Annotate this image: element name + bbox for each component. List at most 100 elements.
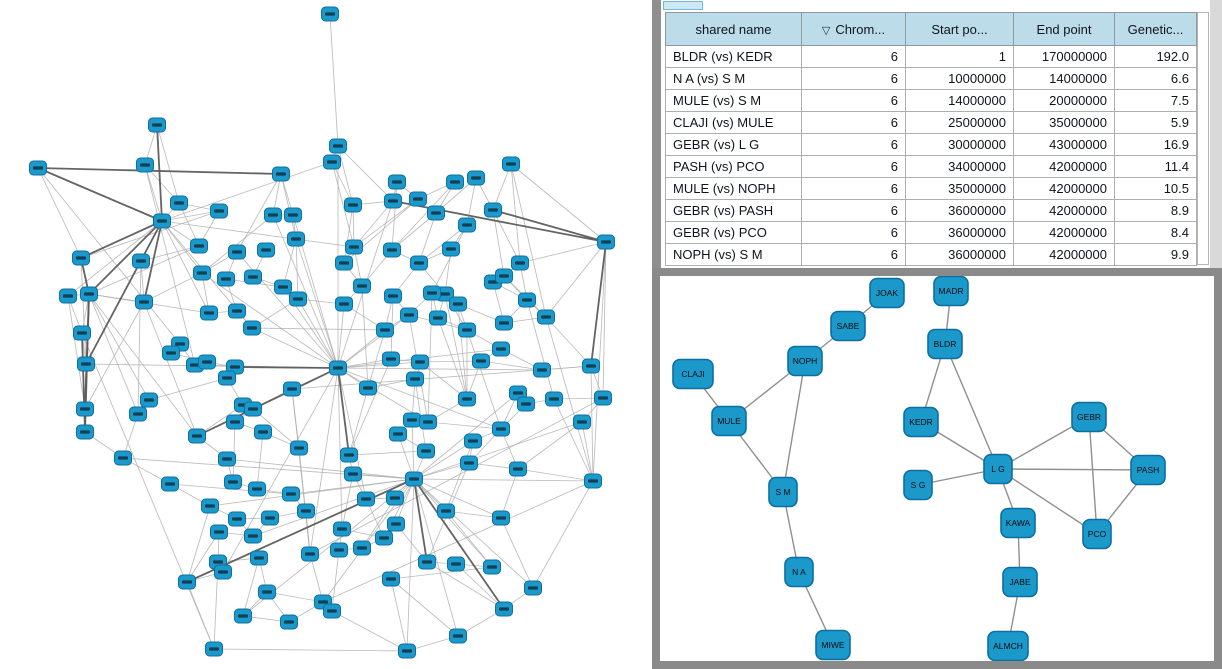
network-edge[interactable] — [256, 431, 264, 490]
network-edge[interactable] — [445, 510, 502, 519]
network-edge[interactable] — [348, 450, 427, 456]
network-node[interactable]: GEBR — [1071, 401, 1107, 433]
network-node[interactable] — [153, 213, 171, 229]
network-node[interactable] — [384, 193, 402, 209]
network-edge[interactable] — [201, 272, 339, 369]
network-edge[interactable] — [419, 361, 468, 400]
network-edge[interactable] — [337, 314, 410, 369]
network-edge[interactable] — [337, 361, 421, 369]
network-node[interactable] — [140, 392, 158, 408]
network-edge[interactable] — [413, 478, 459, 637]
network-node[interactable] — [484, 202, 502, 218]
main-network-canvas[interactable] — [0, 0, 652, 669]
network-node[interactable] — [188, 428, 206, 444]
network-edge[interactable] — [140, 245, 200, 262]
network-edge[interactable] — [457, 303, 468, 400]
network-edge[interactable] — [426, 561, 505, 610]
network-edge[interactable] — [144, 164, 196, 366]
network-edge[interactable] — [88, 220, 163, 295]
network-node[interactable] — [135, 294, 153, 310]
network-edge[interactable] — [161, 220, 355, 248]
hscroll-thumb[interactable] — [663, 1, 703, 10]
network-edge[interactable] — [280, 173, 297, 240]
network-node[interactable] — [492, 341, 510, 357]
network-edge[interactable] — [353, 198, 419, 248]
network-edge[interactable] — [251, 327, 339, 369]
network-node[interactable] — [464, 433, 482, 449]
network-edge[interactable] — [331, 610, 408, 652]
network-edge[interactable] — [80, 257, 87, 365]
network-node[interactable] — [382, 351, 400, 367]
network-edge[interactable] — [510, 163, 547, 318]
network-edge[interactable] — [81, 332, 215, 650]
network-edge[interactable] — [143, 301, 198, 437]
network-edge[interactable] — [88, 293, 198, 437]
network-node[interactable] — [76, 424, 94, 440]
network-node[interactable] — [226, 414, 244, 430]
network-node[interactable] — [492, 510, 510, 526]
network-view-detail[interactable]: JOAK MADR SABE BLDR NOPH CLAJI MULE KEDR GEBR L G… — [660, 276, 1214, 661]
network-edge[interactable] — [337, 145, 354, 206]
network-edge[interactable] — [161, 220, 203, 274]
network-node[interactable] — [409, 191, 427, 207]
network-edge[interactable] — [455, 563, 505, 610]
network-edge[interactable] — [156, 124, 180, 204]
network-node[interactable] — [502, 156, 520, 172]
network-node[interactable] — [437, 503, 455, 519]
network-node[interactable] — [228, 511, 246, 527]
network-node[interactable] — [344, 197, 362, 213]
network-edge[interactable] — [290, 478, 415, 495]
column-header-end-point[interactable]: End point — [1013, 12, 1115, 46]
network-view-main[interactable] — [0, 0, 652, 669]
network-edge[interactable] — [252, 478, 415, 537]
network-edge[interactable] — [526, 299, 555, 400]
network-node[interactable] — [446, 174, 464, 190]
network-node[interactable] — [427, 205, 445, 221]
network-edge[interactable] — [161, 220, 210, 314]
network-node[interactable] — [405, 471, 423, 487]
network-node[interactable] — [323, 603, 341, 619]
network-node[interactable] — [198, 354, 216, 370]
network-edge[interactable] — [480, 360, 543, 371]
network-edge[interactable] — [280, 173, 339, 369]
network-node[interactable] — [218, 451, 236, 467]
network-node[interactable] — [472, 353, 490, 369]
network-edge[interactable] — [295, 238, 299, 300]
network-node[interactable] — [258, 584, 276, 600]
network-edge[interactable] — [510, 163, 521, 264]
network-edge[interactable] — [341, 473, 354, 530]
network-node[interactable] — [582, 358, 600, 374]
network-node[interactable] — [333, 521, 351, 537]
network-edge[interactable] — [390, 566, 493, 580]
network-node[interactable] — [248, 481, 266, 497]
network-node[interactable] — [449, 296, 467, 312]
network-node[interactable] — [29, 160, 47, 176]
network-edge[interactable] — [234, 366, 339, 369]
network-node[interactable] — [214, 564, 232, 580]
network-node[interactable] — [80, 286, 98, 302]
network-node[interactable] — [492, 421, 510, 437]
network-node[interactable] — [283, 381, 301, 397]
network-edge[interactable] — [85, 220, 163, 365]
network-edge[interactable] — [222, 367, 339, 573]
network-edge[interactable] — [122, 457, 415, 480]
network-edge[interactable] — [67, 295, 86, 410]
network-edge[interactable] — [944, 343, 999, 470]
network-edge[interactable] — [427, 421, 502, 430]
network-edge[interactable] — [348, 387, 369, 456]
network-edge[interactable] — [602, 241, 607, 399]
network-edge[interactable] — [1088, 416, 1098, 535]
network-node[interactable] — [573, 414, 591, 430]
network-edge[interactable] — [492, 163, 512, 211]
network-node[interactable] — [594, 390, 612, 406]
network-edge[interactable] — [500, 468, 519, 519]
detail-network-canvas[interactable]: JOAK MADR SABE BLDR NOPH CLAJI MULE KEDR GEBR L G… — [660, 276, 1214, 661]
network-node[interactable] — [250, 550, 268, 566]
network-edge[interactable] — [390, 578, 459, 637]
network-edge[interactable] — [143, 272, 203, 303]
network-node[interactable] — [524, 580, 542, 596]
network-node[interactable] — [389, 426, 407, 442]
network-edge[interactable] — [337, 367, 343, 530]
network-node[interactable] — [423, 285, 441, 301]
network-edge[interactable] — [37, 167, 181, 345]
